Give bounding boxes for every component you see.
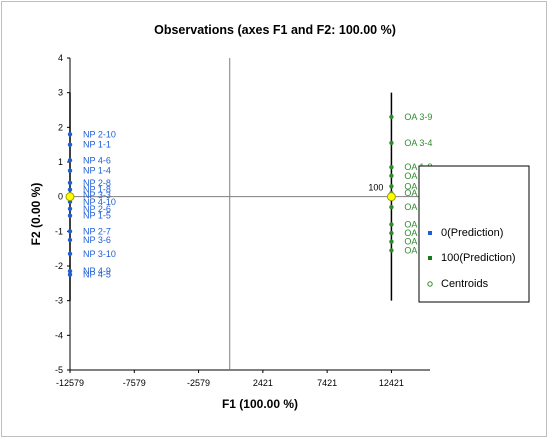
data-point	[67, 251, 73, 257]
x-tick-label: -2579	[187, 378, 210, 388]
y-tick-label: 0	[58, 192, 63, 202]
y-tick-label: 4	[58, 53, 63, 63]
x-tick-label: -12579	[56, 378, 84, 388]
centroid-point	[386, 192, 396, 202]
chart-title: Observations (axes F1 and F2: 100.00 %)	[154, 23, 396, 37]
data-point	[389, 173, 394, 179]
point-label: NP 4-10	[83, 197, 116, 207]
point-label: NP 4-6	[83, 155, 111, 165]
point-label: NP 4-5	[83, 270, 111, 280]
point-label: NP 3-3	[83, 190, 111, 200]
y-tick-label: -4	[55, 330, 63, 340]
point-label: OA 1-8	[404, 162, 432, 172]
legend-marker	[427, 281, 433, 287]
data-point	[67, 206, 73, 211]
data-point	[67, 168, 73, 173]
point-label: NP 4-9	[83, 266, 111, 276]
point-label: NP 1-5	[83, 211, 111, 221]
point-label: NP 1-8	[83, 185, 111, 195]
y-tick-label: -1	[55, 226, 63, 236]
data-point	[67, 180, 73, 185]
centroid-point	[65, 192, 75, 202]
point-label: OA 2-5	[404, 171, 432, 181]
data-point	[67, 229, 73, 234]
point-label: OA 1-6	[404, 237, 432, 247]
data-point	[389, 222, 394, 227]
x-tick-label: -7579	[123, 378, 146, 388]
data-point	[67, 213, 73, 218]
y-tick-label: 1	[58, 157, 63, 167]
data-point	[389, 204, 394, 210]
point-label: NP 3-10	[83, 249, 116, 259]
point-label: NP 3-6	[83, 235, 111, 245]
legend-label: 0(Prediction)	[441, 227, 503, 239]
point-label: NP 2-8	[83, 178, 111, 188]
data-point	[67, 269, 73, 274]
x-tick-label: 12421	[379, 378, 404, 388]
x-axis-title: F1 (100.00 %)	[222, 397, 298, 411]
legend-label: 100(Prediction)	[441, 252, 516, 264]
point-label: OA 3-4	[404, 138, 432, 148]
y-axis-title: F2 (0.00 %)	[29, 183, 43, 246]
data-point	[389, 184, 394, 189]
data-point	[67, 187, 73, 192]
point-label: NP 1-1	[83, 140, 111, 150]
x-tick-label: 7421	[317, 378, 337, 388]
y-tick-label: -5	[55, 365, 63, 375]
y-tick-label: -3	[55, 296, 63, 306]
data-point	[67, 272, 73, 277]
x-tick-label: 2421	[253, 378, 273, 388]
point-label: NP 2-6	[83, 204, 111, 214]
point-label: OA 3-9	[404, 112, 432, 122]
legend-marker	[428, 256, 432, 260]
data-point	[67, 132, 73, 137]
data-point	[389, 165, 394, 170]
point-label: OA 3-7	[404, 181, 432, 191]
data-point	[389, 140, 394, 146]
data-point	[67, 237, 73, 243]
data-point	[389, 114, 394, 120]
y-tick-label: 2	[58, 122, 63, 132]
data-point	[67, 142, 73, 147]
y-tick-label: 3	[58, 88, 63, 98]
data-point	[389, 248, 394, 253]
point-label: NP 2-7	[83, 226, 111, 236]
data-point	[389, 239, 394, 244]
legend-label: Centroids	[441, 278, 489, 290]
centroid-label: 100	[368, 183, 383, 193]
legend-box	[418, 165, 530, 303]
point-label: OA 1-2	[404, 219, 432, 229]
point-label: NP 2-10	[83, 129, 116, 139]
point-label: OA 2-6	[404, 202, 432, 212]
legend-marker	[428, 231, 432, 235]
data-point	[67, 158, 73, 163]
y-tick-label: -2	[55, 261, 63, 271]
point-label: NP 1-4	[83, 166, 111, 176]
data-point	[389, 230, 394, 236]
